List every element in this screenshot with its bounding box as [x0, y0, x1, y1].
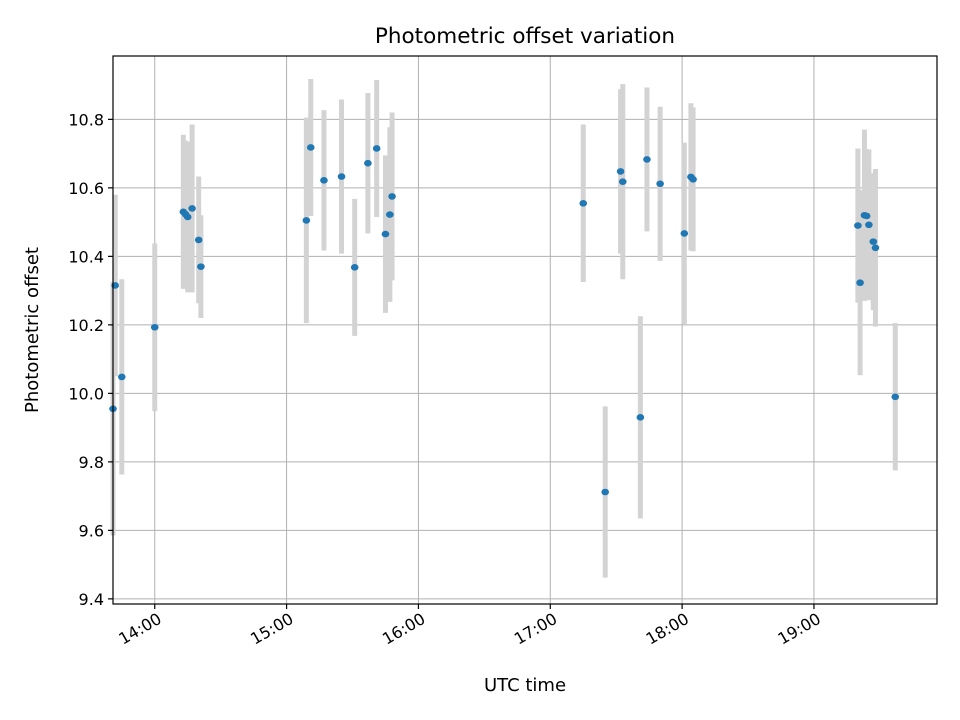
y-tick-label: 10.4 — [68, 247, 104, 266]
data-point — [616, 168, 625, 175]
y-tick-label: 10.8 — [68, 110, 104, 129]
data-point — [302, 217, 311, 224]
y-axis-label: Photometric offset — [22, 247, 43, 413]
data-point — [656, 180, 664, 188]
y-axis: 9.4 9.6 9.8 10.0 10.2 10.4 10.6 10.8 — [68, 110, 113, 609]
data-point — [891, 393, 900, 401]
y-tick-label: 10.6 — [68, 179, 104, 198]
data-point — [350, 264, 359, 271]
x-axis-label: UTC time — [484, 675, 566, 696]
data-point — [854, 222, 862, 229]
data-point — [388, 193, 396, 200]
chart-title: Photometric offset variation — [375, 24, 675, 49]
data-point — [643, 156, 651, 163]
y-tick-label: 9.6 — [79, 521, 104, 540]
plot-frame — [112, 55, 938, 605]
data-point — [117, 373, 126, 381]
y-tick-label: 10.0 — [68, 384, 104, 403]
data-point — [689, 176, 697, 183]
data-point — [188, 205, 196, 212]
data-point — [618, 178, 627, 185]
data-point — [381, 230, 390, 238]
data-points — [109, 144, 900, 496]
data-point — [601, 488, 610, 496]
data-point — [856, 279, 864, 287]
data-point — [680, 230, 689, 237]
data-point — [183, 213, 192, 221]
data-point — [865, 221, 873, 229]
data-point — [579, 199, 588, 207]
data-point — [862, 212, 871, 220]
data-point — [194, 236, 203, 244]
data-point — [372, 145, 381, 152]
data-point — [306, 144, 315, 151]
data-point — [386, 211, 394, 218]
data-point — [150, 323, 159, 331]
data-point — [636, 414, 645, 421]
data-point — [197, 263, 205, 270]
data-point — [364, 159, 372, 167]
y-tick-label: 10.2 — [68, 316, 104, 335]
data-point — [869, 238, 878, 245]
y-tick-label: 9.8 — [79, 453, 104, 472]
grid — [113, 56, 937, 604]
data-point — [337, 173, 346, 180]
data-point — [871, 244, 880, 252]
data-point — [320, 177, 328, 184]
y-tick-label: 9.4 — [79, 590, 104, 609]
